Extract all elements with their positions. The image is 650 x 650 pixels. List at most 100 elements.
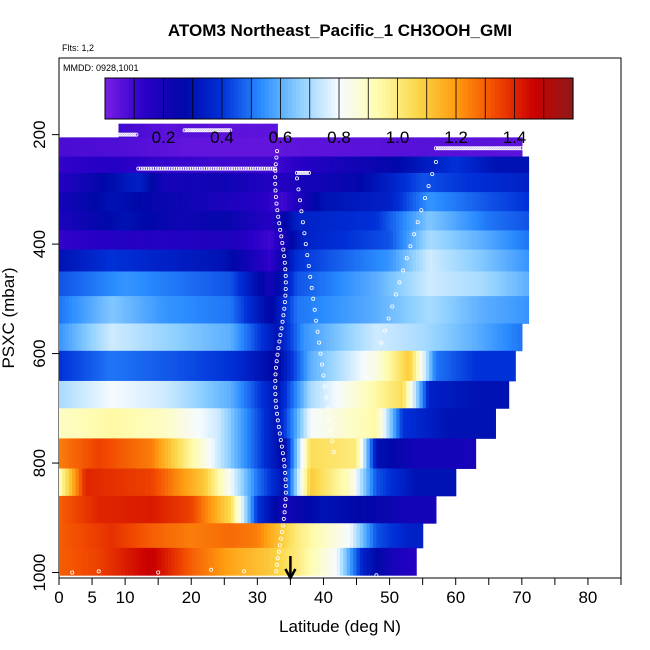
heatmap-cell	[68, 468, 73, 497]
track-point	[274, 405, 279, 410]
heatmap-cell	[158, 192, 163, 212]
heatmap-cell	[78, 380, 83, 409]
heatmap-cell	[306, 172, 311, 193]
heatmap-cell	[485, 156, 490, 174]
heatmap-cell	[306, 547, 311, 576]
heatmap-cell	[234, 230, 239, 250]
heatmap-cell	[227, 547, 232, 576]
heatmap-cell	[115, 523, 120, 549]
heatmap-cell	[75, 192, 80, 212]
heatmap-cell	[320, 211, 325, 231]
heatmap-cell	[498, 156, 503, 174]
heatmap-cell	[340, 350, 344, 382]
heatmap-cell	[207, 438, 212, 469]
heatmap-cell	[313, 192, 318, 212]
heatmap-cell	[399, 137, 404, 157]
heatmap-cell	[220, 230, 225, 250]
heatmap-cell	[217, 172, 222, 193]
heatmap-cell	[290, 249, 295, 272]
heatmap-cell	[263, 438, 268, 469]
heatmap-cell	[313, 350, 318, 382]
heatmap-cell	[425, 323, 430, 352]
heatmap-cell	[59, 211, 63, 231]
heatmap-cell	[382, 350, 387, 382]
heatmap-cell	[482, 230, 487, 250]
heatmap-cell	[518, 192, 523, 212]
heatmap-cell	[356, 350, 361, 382]
heatmap-cell	[62, 271, 67, 297]
heatmap-cell	[118, 547, 123, 576]
heatmap-cell	[217, 547, 222, 576]
heatmap-cell	[300, 172, 305, 193]
heatmap-cell	[250, 249, 255, 272]
heatmap-cell	[230, 468, 235, 497]
colorbar-cell	[506, 78, 512, 119]
heatmap-cell	[429, 137, 434, 157]
heatmap-cell	[416, 350, 420, 382]
heatmap-cell	[267, 380, 272, 409]
heatmap-cell	[240, 230, 245, 250]
heatmap-cell	[207, 230, 212, 250]
heatmap-cell	[187, 380, 192, 409]
heatmap-cell	[118, 296, 123, 324]
track-point	[272, 166, 277, 171]
heatmap-cell	[101, 547, 106, 576]
heatmap-cell	[402, 156, 407, 174]
heatmap-cell	[68, 380, 73, 409]
heatmap-cell	[65, 192, 70, 212]
heatmap-cell	[211, 523, 215, 549]
heatmap-cell	[92, 547, 96, 576]
heatmap-cell	[191, 495, 196, 524]
heatmap-cell	[343, 468, 348, 497]
heatmap-cell	[98, 495, 103, 524]
heatmap-cell	[340, 380, 344, 409]
heatmap-cell	[287, 249, 292, 272]
heatmap-cell	[406, 137, 411, 157]
heatmap-cell	[267, 230, 272, 250]
heatmap-cell	[204, 192, 209, 212]
heatmap-cell	[101, 271, 106, 297]
track-point	[311, 296, 316, 301]
heatmap-cell	[449, 296, 453, 324]
heatmap-cell	[72, 156, 77, 174]
heatmap-cell	[65, 380, 70, 409]
heatmap-cell	[135, 523, 139, 549]
heatmap-cell	[340, 438, 344, 469]
heatmap-cell	[108, 296, 113, 324]
heatmap-cell	[115, 137, 120, 157]
heatmap-cell	[194, 271, 199, 297]
heatmap-cell	[396, 468, 401, 497]
heatmap-cell	[85, 296, 90, 324]
heatmap-cell	[429, 156, 434, 174]
heatmap-cell	[482, 271, 487, 297]
heatmap-cell	[320, 468, 325, 497]
heatmap-cell	[204, 230, 209, 250]
heatmap-cell	[161, 350, 166, 382]
heatmap-cell	[399, 249, 404, 272]
heatmap-cell	[349, 350, 354, 382]
colorbar-cell	[537, 78, 543, 119]
heatmap-cell	[412, 137, 417, 157]
heatmap-cell	[121, 438, 126, 469]
heatmap-cell	[263, 495, 268, 524]
heatmap-cell	[234, 296, 239, 324]
heatmap-cell	[211, 408, 215, 439]
heatmap-cell	[320, 495, 325, 524]
heatmap-cell	[98, 323, 103, 352]
heatmap-cell	[389, 323, 394, 352]
heatmap-cell	[356, 230, 361, 250]
heatmap-cell	[98, 271, 103, 297]
heatmap-cell	[382, 468, 387, 497]
heatmap-cell	[194, 380, 199, 409]
heatmap-cell	[151, 123, 156, 138]
colorbar-cell	[526, 78, 531, 119]
heatmap-cell	[168, 123, 172, 138]
heatmap-cell	[194, 438, 199, 469]
heatmap-cell	[330, 172, 334, 193]
track-point	[166, 166, 171, 171]
track-point	[401, 268, 406, 273]
heatmap-cell	[356, 192, 361, 212]
heatmap-cell	[194, 523, 199, 549]
heatmap-cell	[459, 271, 463, 297]
track-point	[273, 398, 278, 403]
